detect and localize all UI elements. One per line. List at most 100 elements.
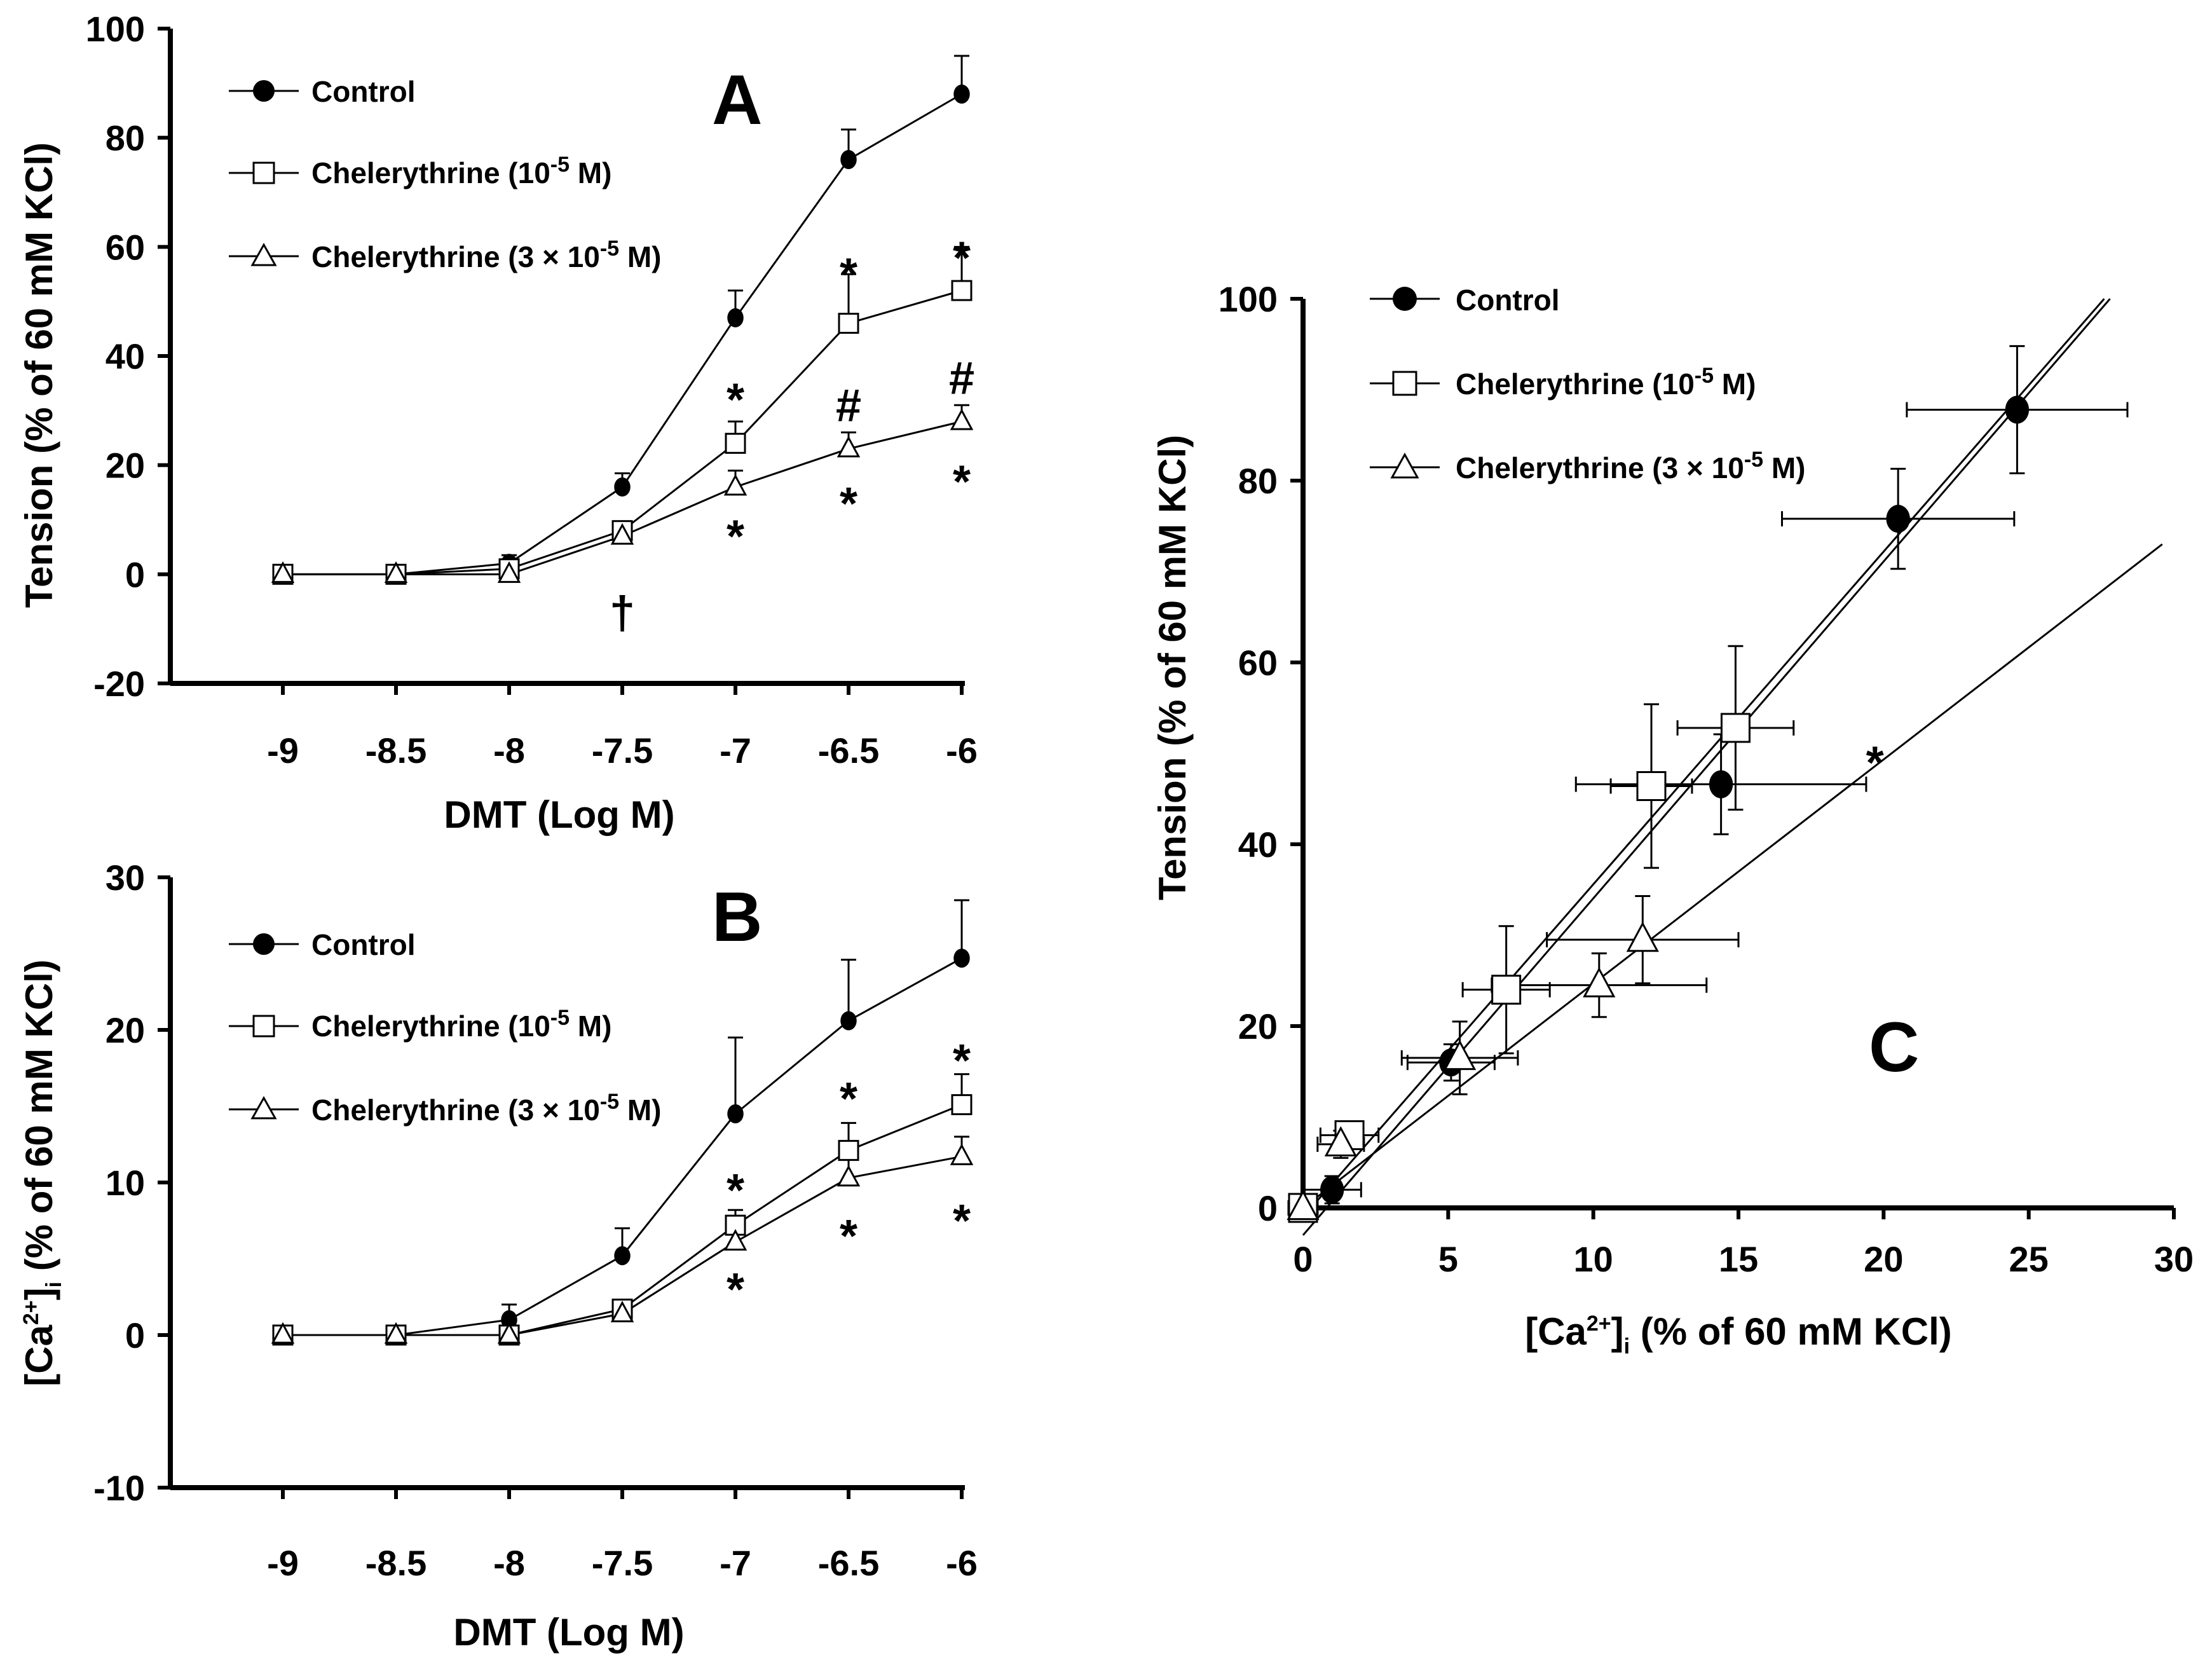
significance-mark: * (727, 375, 744, 426)
panel-a-xlabel: DMT (Log M) (444, 793, 674, 836)
data-point-control (1709, 770, 1733, 798)
data-point-chelerythrine-10-5-m (1636, 771, 1667, 801)
panel-a-legend: Control Chelerythrine (10-5 M) Cheleryth… (229, 75, 661, 273)
significance-mark: * (840, 1074, 857, 1125)
panel-c-fit-lines (1302, 298, 2163, 1236)
panel-a-letter: A (712, 61, 762, 139)
x-tick-label: 25 (2009, 1239, 2049, 1279)
legend-control-label: Control (311, 928, 416, 961)
x-tick-label: -8.5 (365, 730, 427, 771)
y-tick-label: 10 (106, 1163, 145, 1203)
x-tick-label: -7 (720, 730, 751, 771)
panel-a-ylabel: Tension (% of 60 mM KCl) (18, 142, 60, 608)
data-point-control (953, 85, 970, 104)
data-point-chelerythrine-3-10-5-m (1324, 1126, 1357, 1156)
panel-a-series (271, 55, 974, 585)
series-line-chelerythrine-3-10-5-m (283, 420, 962, 575)
significance-mark: * (840, 1211, 857, 1262)
panel-b-axes (158, 875, 965, 1499)
data-point-chelerythrine-3-10-5-m (610, 1300, 634, 1322)
data-point-control (840, 1011, 857, 1031)
y-tick-label: -20 (93, 664, 145, 704)
y-tick-label: 20 (1238, 1006, 1278, 1046)
data-point-chelerythrine-3-10-5-m (723, 474, 748, 496)
data-point-chelerythrine-3-10-5-m (497, 1322, 521, 1344)
legend-chel2-marker (250, 1095, 277, 1120)
data-point-chelerythrine-3-10-5-m (836, 1165, 861, 1187)
legend-chel1-marker (252, 161, 275, 184)
y-tick-label: 60 (1238, 643, 1278, 683)
panel-c-annotations: * (1866, 737, 1884, 788)
y-tick-label: 0 (125, 1315, 145, 1355)
y-tick-label: 80 (106, 118, 145, 158)
data-point-control (2005, 395, 2030, 424)
data-point-chelerythrine-3-10-5-m (384, 561, 408, 583)
legend-chel2-marker (250, 242, 277, 266)
data-point-chelerythrine-10-5-m (838, 1140, 859, 1161)
y-tick-label: 20 (106, 446, 145, 486)
data-point-chelerythrine-3-10-5-m (384, 1322, 408, 1344)
y-tick-label: 30 (106, 858, 145, 898)
data-point-chelerythrine-3-10-5-m (950, 1143, 974, 1165)
fit-line-control (1302, 298, 2111, 1236)
significance-mark: * (953, 456, 971, 507)
data-point-chelerythrine-3-10-5-m (950, 408, 974, 430)
fit-line-chelerythrine-10-5-m (1302, 298, 2105, 1218)
x-tick-label: 5 (1438, 1239, 1458, 1279)
legend-control-label: Control (1456, 284, 1560, 317)
data-point-chelerythrine-3-10-5-m (1287, 1189, 1320, 1221)
data-point-chelerythrine-3-10-5-m (836, 435, 861, 458)
data-point-chelerythrine-3-10-5-m (723, 1229, 748, 1251)
panel-b-legend: Control Chelerythrine (10-5 M) Cheleryth… (229, 928, 661, 1127)
data-point-control (614, 1246, 631, 1266)
x-tick-label: -8 (493, 730, 525, 771)
legend-chel2-label: Chelerythrine (3 × 10-5 M) (311, 1090, 661, 1127)
data-point-control (1886, 505, 1910, 533)
y-tick-label: 80 (1238, 461, 1278, 501)
data-point-chelerythrine-3-10-5-m (1583, 967, 1616, 997)
y-tick-label: 0 (125, 554, 145, 594)
data-point-chelerythrine-3-10-5-m (271, 561, 295, 583)
y-tick-label: 40 (1238, 825, 1278, 865)
legend-chel2-label: Chelerythrine (3 × 10-5 M) (1456, 448, 1805, 484)
x-tick-label: 30 (2154, 1239, 2194, 1279)
x-tick-label: 0 (1293, 1239, 1313, 1279)
significance-mark: * (953, 1196, 971, 1247)
x-tick-label: -7 (720, 1543, 751, 1583)
legend-chel1-marker (252, 1015, 275, 1038)
significance-mark: * (840, 249, 857, 300)
y-tick-label: 100 (86, 9, 145, 49)
data-point-chelerythrine-10-5-m (725, 432, 746, 454)
panel-c-tick-labels: 0 20 40 60 80 100 0 5 10 15 20 25 30 (1219, 279, 2194, 1279)
x-tick-label: -7.5 (592, 1543, 653, 1583)
panel-c: 0 20 40 60 80 100 0 5 10 15 20 25 30 * C Tension (% … (1151, 279, 2194, 1359)
x-tick-label: 20 (1864, 1239, 1903, 1279)
legend-chel1-label: Chelerythrine (10-5 M) (1456, 364, 1756, 401)
legend-chel1-label: Chelerythrine (10-5 M) (311, 1006, 611, 1043)
panel-c-ylabel: Tension (% of 60 mM KCl) (1151, 435, 1194, 900)
legend-control-marker (1393, 287, 1417, 311)
data-point-control (840, 150, 857, 169)
x-tick-label: 10 (1574, 1239, 1613, 1279)
data-point-chelerythrine-3-10-5-m (1626, 921, 1659, 952)
significance-mark: * (953, 1036, 971, 1086)
data-point-chelerythrine-10-5-m (951, 1094, 973, 1116)
y-tick-label: 100 (1219, 279, 1278, 319)
x-tick-label: -7.5 (592, 730, 653, 771)
panel-a-axes (158, 27, 965, 695)
data-point-control (727, 308, 744, 327)
panel-c-letter: C (1869, 1008, 1919, 1086)
legend-control-marker (253, 933, 275, 955)
legend-chel1-marker (1392, 371, 1417, 396)
significance-mark: # (949, 353, 974, 404)
panel-c-axes (1290, 297, 2176, 1219)
data-point-chelerythrine-10-5-m (1720, 713, 1751, 743)
data-point-control (727, 1104, 744, 1123)
significance-mark: † (610, 587, 635, 638)
y-tick-label: 40 (106, 336, 145, 376)
x-tick-label: 15 (1719, 1239, 1758, 1279)
panel-c-xlabel: [Ca2+]i (% of 60 mM KCl) (1525, 1310, 1952, 1359)
data-point-control (614, 477, 631, 497)
